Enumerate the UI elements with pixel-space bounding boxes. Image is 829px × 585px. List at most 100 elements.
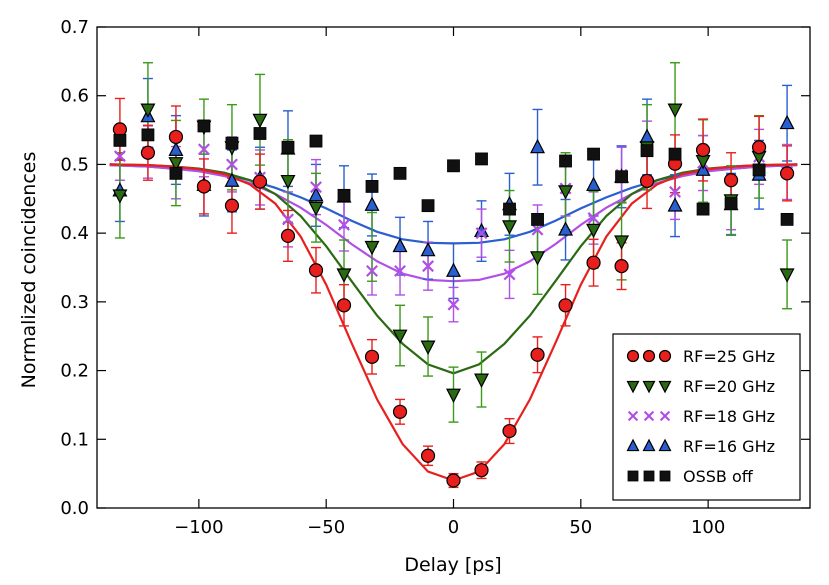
x-marker-stroke bbox=[225, 158, 238, 171]
data-point bbox=[422, 260, 435, 273]
y-tick-label: 0.5 bbox=[60, 154, 89, 175]
data-point bbox=[696, 202, 710, 216]
y-tick-label: 0.2 bbox=[60, 361, 89, 382]
data-point bbox=[530, 138, 546, 154]
plot-area bbox=[109, 62, 798, 489]
data-point bbox=[365, 180, 379, 193]
legend-marker bbox=[626, 349, 640, 363]
x-tick-label: −50 bbox=[307, 517, 345, 538]
x-tick-label: −100 bbox=[174, 517, 223, 538]
data-point bbox=[586, 223, 602, 239]
legend-entry: RF=20 GHz bbox=[626, 377, 775, 396]
data-point bbox=[392, 404, 408, 419]
legend-label: RF=25 GHz bbox=[683, 347, 775, 366]
x-marker-stroke bbox=[422, 260, 435, 273]
data-point bbox=[393, 166, 407, 180]
data-point bbox=[253, 127, 267, 140]
legend-entry: RF=25 GHz bbox=[626, 347, 775, 366]
x-marker-stroke bbox=[394, 264, 407, 277]
data-point bbox=[474, 373, 489, 388]
legend-marker bbox=[627, 470, 639, 482]
data-point bbox=[252, 174, 268, 189]
data-point bbox=[780, 212, 794, 226]
data-point bbox=[364, 240, 380, 256]
y-tick-label: 0.7 bbox=[60, 17, 89, 38]
data-point bbox=[474, 463, 489, 478]
x-axis-title: Delay [ps] bbox=[404, 554, 501, 576]
data-point bbox=[475, 152, 488, 166]
data-point bbox=[751, 140, 767, 155]
data-point bbox=[310, 181, 322, 194]
data-point bbox=[308, 201, 324, 217]
data-point bbox=[112, 122, 128, 137]
data-point bbox=[420, 448, 436, 463]
y-tick-label: 0.4 bbox=[60, 223, 89, 244]
legend-label: OSSB off bbox=[683, 467, 754, 486]
data-point bbox=[447, 159, 460, 173]
y-tick-label: 0.3 bbox=[60, 292, 89, 313]
data-point bbox=[225, 136, 239, 150]
data-point bbox=[336, 298, 352, 313]
data-point bbox=[337, 188, 351, 202]
x-marker-stroke bbox=[366, 264, 378, 277]
data-point bbox=[141, 128, 155, 142]
data-point bbox=[113, 133, 127, 147]
legend-marker bbox=[659, 410, 671, 422]
legend-marker bbox=[642, 438, 656, 452]
data-point bbox=[530, 347, 545, 362]
data-point bbox=[640, 144, 654, 158]
legend-label: RF=18 GHz bbox=[683, 407, 775, 426]
data-point bbox=[779, 114, 795, 130]
data-point bbox=[309, 134, 323, 148]
x-tick-label: 100 bbox=[691, 517, 725, 538]
data-point bbox=[695, 142, 711, 158]
data-point bbox=[586, 255, 601, 270]
data-point bbox=[308, 186, 324, 202]
data-point bbox=[197, 119, 211, 133]
data-point bbox=[168, 129, 184, 145]
data-point bbox=[281, 140, 295, 154]
legend: RF=25 GHz RF=20 GHz RF=18 GHz RF=16 GHz OSSB… bbox=[612, 333, 801, 501]
x-tick-label: 50 bbox=[569, 517, 592, 538]
data-point bbox=[779, 268, 795, 283]
data-point bbox=[336, 268, 352, 283]
data-point bbox=[140, 103, 156, 118]
data-point bbox=[196, 179, 212, 194]
data-point bbox=[503, 268, 516, 281]
data-point bbox=[475, 227, 488, 240]
data-point bbox=[586, 176, 602, 192]
data-point bbox=[531, 212, 544, 226]
data-point bbox=[308, 263, 324, 278]
data-point bbox=[282, 213, 294, 226]
legend-entry: RF=18 GHz bbox=[627, 407, 775, 426]
data-point bbox=[168, 157, 184, 172]
x-marker-stroke bbox=[197, 143, 210, 156]
data-point bbox=[723, 173, 739, 188]
x-marker-stroke bbox=[659, 410, 671, 422]
data-point bbox=[392, 329, 408, 344]
data-point bbox=[558, 221, 574, 236]
axes: −100 −50 0 50 100 0.0 0.1 0.2 0.3 0.4 0.5 0.6 0.7 bbox=[60, 17, 811, 538]
data-point bbox=[531, 223, 544, 236]
data-point bbox=[225, 158, 238, 171]
data-point bbox=[421, 199, 435, 213]
data-point bbox=[197, 143, 210, 156]
legend-marker bbox=[643, 410, 655, 422]
data-point bbox=[447, 298, 460, 311]
x-marker-stroke bbox=[338, 218, 350, 231]
legend-marker bbox=[658, 380, 672, 394]
data-point bbox=[779, 166, 795, 181]
data-point bbox=[724, 197, 738, 210]
x-marker-stroke bbox=[503, 268, 516, 281]
data-point bbox=[667, 197, 683, 212]
data-point bbox=[668, 147, 682, 161]
data-point bbox=[366, 264, 378, 277]
data-point bbox=[667, 103, 683, 118]
x-marker-stroke bbox=[531, 223, 544, 236]
y-tick-label: 0.0 bbox=[60, 498, 89, 519]
x-marker-stroke bbox=[627, 410, 639, 422]
legend-marker bbox=[643, 470, 655, 482]
x-marker-stroke bbox=[475, 227, 488, 240]
y-tick-label: 0.1 bbox=[60, 429, 89, 450]
